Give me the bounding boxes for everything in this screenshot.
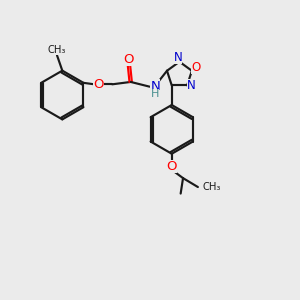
Text: O: O	[191, 61, 201, 74]
Text: O: O	[167, 160, 177, 173]
Text: N: N	[174, 51, 182, 64]
Text: N: N	[151, 80, 160, 93]
Text: O: O	[124, 53, 134, 66]
Text: H: H	[151, 89, 159, 99]
Text: CH₃: CH₃	[202, 182, 221, 192]
Text: CH₃: CH₃	[48, 45, 66, 55]
Text: N: N	[187, 80, 196, 92]
Text: O: O	[93, 78, 104, 91]
